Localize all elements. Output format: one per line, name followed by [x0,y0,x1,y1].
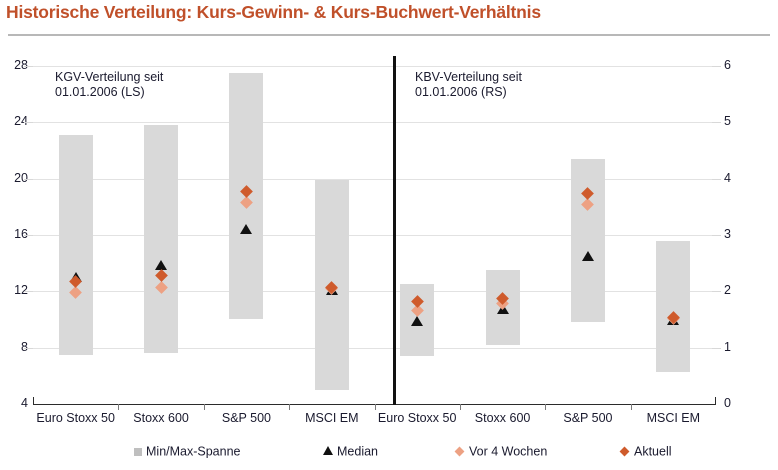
x-axis-tick [203,404,205,410]
y-axis-right-tick [712,235,721,236]
y-axis-left-tick [24,178,33,180]
y-axis-left-tick-label: 20 [14,170,28,185]
min-max-range-box [656,240,691,372]
median-marker [155,259,168,270]
legend-item: Aktuell [619,444,672,459]
median-marker [411,315,424,326]
gridline [33,347,716,349]
chart-plot-area [33,66,716,404]
median-marker [240,224,253,235]
gridline [33,66,716,67]
x-axis-category-label: Stoxx 600 [474,411,531,425]
gridline [33,291,716,293]
x-axis-right-cap [715,397,716,405]
gridline [33,122,716,124]
x-axis-tick [289,404,291,410]
x-axis-tick [459,404,461,410]
min-max-range-box [570,158,605,323]
annotation-left: KGV-Verteilung seit 01.01.2006 (LS) [55,70,164,99]
y-axis-right-tick [712,291,721,293]
y-axis-left-tick [24,66,33,67]
panel-divider [393,56,396,405]
y-axis-left-tick-label: 24 [14,114,28,129]
y-axis-left-tick [24,235,33,236]
annotation-right: KBV-Verteilung seit 01.01.2006 (RS) [415,70,523,99]
y-axis-right-tick-label: 4 [724,170,731,185]
legend-triangle-icon [323,446,333,456]
x-axis-category-label: Euro Stoxx 50 [36,411,115,425]
x-axis-category-label: Euro Stoxx 50 [377,411,457,425]
page-title: Historische Verteilung: Kurs-Gewinn- & K… [6,2,541,22]
x-axis-tick [545,404,547,410]
legend-square-icon [134,447,142,456]
legend-item: Min/Max-Spanne [134,444,241,459]
min-max-range-box [58,135,93,355]
min-max-range-box [144,125,179,354]
median-marker [581,250,594,261]
legend-item: Median [323,444,378,459]
y-axis-left-tick-label: 28 [14,58,28,72]
legend-item: Vor 4 Wochen [454,444,548,459]
y-axis-right-tick [712,178,721,180]
y-axis-right-tick-label: 5 [724,114,731,129]
y-axis-left-tick-label: 8 [21,339,28,354]
legend-label: Min/Max-Spanne [146,444,241,459]
y-axis-right-tick-label: 0 [724,396,731,410]
x-axis-category-label: MSCI EM [305,411,359,425]
y-axis-left-tick [24,291,33,293]
y-axis-right-tick [712,66,721,67]
x-axis-left-cap [33,397,34,405]
x-axis-category-label: MSCI EM [646,411,701,425]
y-axis-right-tick [712,347,721,349]
legend-diamond-icon [454,446,465,457]
y-axis-left-tick-label: 4 [21,396,28,410]
y-axis-right-tick [712,122,721,124]
y-axis-left-tick-label: 16 [14,227,28,241]
y-axis-right-tick-label: 3 [724,227,731,241]
x-axis-tick [118,404,120,410]
legend-label: Median [337,444,378,459]
y-axis-right-tick-label: 2 [724,283,731,298]
legend-diamond-icon [619,446,630,457]
y-axis-left-tick [24,347,33,349]
x-axis-tick [374,404,376,410]
y-axis-left-tick-label: 12 [14,283,28,298]
y-axis-right-tick-label: 1 [724,339,731,354]
title-divider [8,34,770,36]
x-axis-category-label: S&P 500 [221,411,271,425]
gridline [33,235,716,236]
gridline [33,178,716,180]
legend-label: Aktuell [634,444,672,459]
y-axis-left-tick [24,122,33,124]
y-axis-right-tick-label: 6 [724,58,731,72]
x-axis-category-label: S&P 500 [563,411,613,425]
x-axis-tick [630,404,632,410]
x-axis-category-label: Stoxx 600 [133,411,189,425]
legend-label: Vor 4 Wochen [469,444,548,459]
chart-legend: Min/Max-Spanne Median Vor 4 Wochen Aktuell [0,444,778,466]
